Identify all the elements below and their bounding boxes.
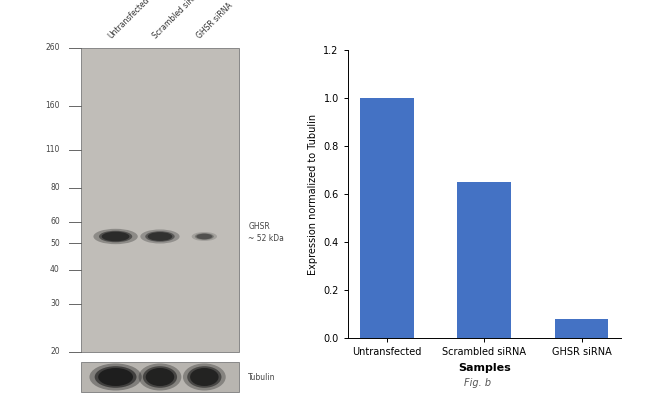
Ellipse shape <box>183 364 226 390</box>
Ellipse shape <box>143 366 177 388</box>
Text: Fig. b: Fig. b <box>464 378 491 388</box>
Y-axis label: Expression normalized to Tubulin: Expression normalized to Tubulin <box>308 114 318 274</box>
Ellipse shape <box>138 364 181 390</box>
Ellipse shape <box>195 233 214 240</box>
Bar <box>360 98 413 338</box>
Text: Scrambled siRNA: Scrambled siRNA <box>151 0 203 40</box>
Ellipse shape <box>94 229 138 244</box>
Text: GHSR
~ 52 kDa: GHSR ~ 52 kDa <box>248 222 284 243</box>
FancyBboxPatch shape <box>81 362 239 392</box>
Text: GHSR siRNA: GHSR siRNA <box>195 0 235 40</box>
Text: 50: 50 <box>50 239 60 248</box>
Ellipse shape <box>140 230 179 244</box>
Ellipse shape <box>196 234 213 239</box>
Ellipse shape <box>90 364 142 390</box>
FancyBboxPatch shape <box>81 48 239 352</box>
Ellipse shape <box>146 368 174 386</box>
Ellipse shape <box>145 231 175 242</box>
Ellipse shape <box>192 232 217 241</box>
Ellipse shape <box>148 232 172 241</box>
Bar <box>458 182 511 338</box>
Ellipse shape <box>187 366 222 388</box>
Ellipse shape <box>98 368 133 386</box>
Ellipse shape <box>99 231 132 242</box>
Bar <box>555 319 608 338</box>
Text: 30: 30 <box>50 300 60 308</box>
X-axis label: Samples: Samples <box>458 362 511 372</box>
Text: Untransfected: Untransfected <box>106 0 151 40</box>
Text: 260: 260 <box>46 44 60 52</box>
Text: 160: 160 <box>46 101 60 110</box>
Text: 60: 60 <box>50 217 60 226</box>
Ellipse shape <box>102 232 129 241</box>
Text: 20: 20 <box>50 348 60 356</box>
Text: 80: 80 <box>50 183 60 192</box>
Ellipse shape <box>95 366 136 388</box>
Text: Tubulin: Tubulin <box>248 372 276 382</box>
Ellipse shape <box>190 368 218 386</box>
Text: 110: 110 <box>46 146 60 154</box>
Text: 40: 40 <box>50 265 60 274</box>
